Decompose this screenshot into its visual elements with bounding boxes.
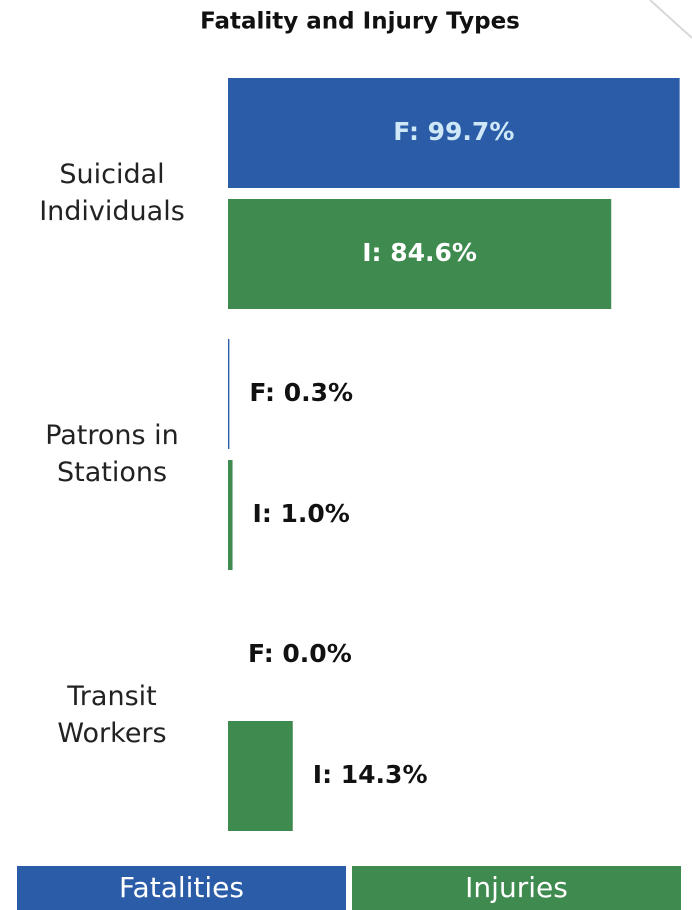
value-label: F: 99.7%: [393, 117, 514, 146]
value-label: I: 14.3%: [313, 760, 428, 789]
value-label: I: 84.6%: [362, 238, 477, 267]
legend-item: Injuries: [352, 866, 681, 910]
category-label: Suicidal Individuals: [39, 159, 185, 227]
bar: [228, 199, 612, 309]
chart-title: Fatality and Injury Types: [200, 9, 520, 35]
decor-line: [649, 0, 692, 39]
category-label: Patrons in Stations: [45, 420, 179, 488]
value-label: F: 0.3%: [249, 378, 353, 407]
bar: [228, 721, 293, 831]
value-label: I: 1.0%: [253, 499, 350, 528]
legend-item: Fatalities: [17, 866, 346, 910]
bar: [228, 78, 680, 188]
bar: [228, 460, 233, 570]
value-label: F: 0.0%: [248, 639, 352, 668]
bar: [228, 339, 230, 449]
category-label: Transit Workers: [57, 681, 167, 749]
